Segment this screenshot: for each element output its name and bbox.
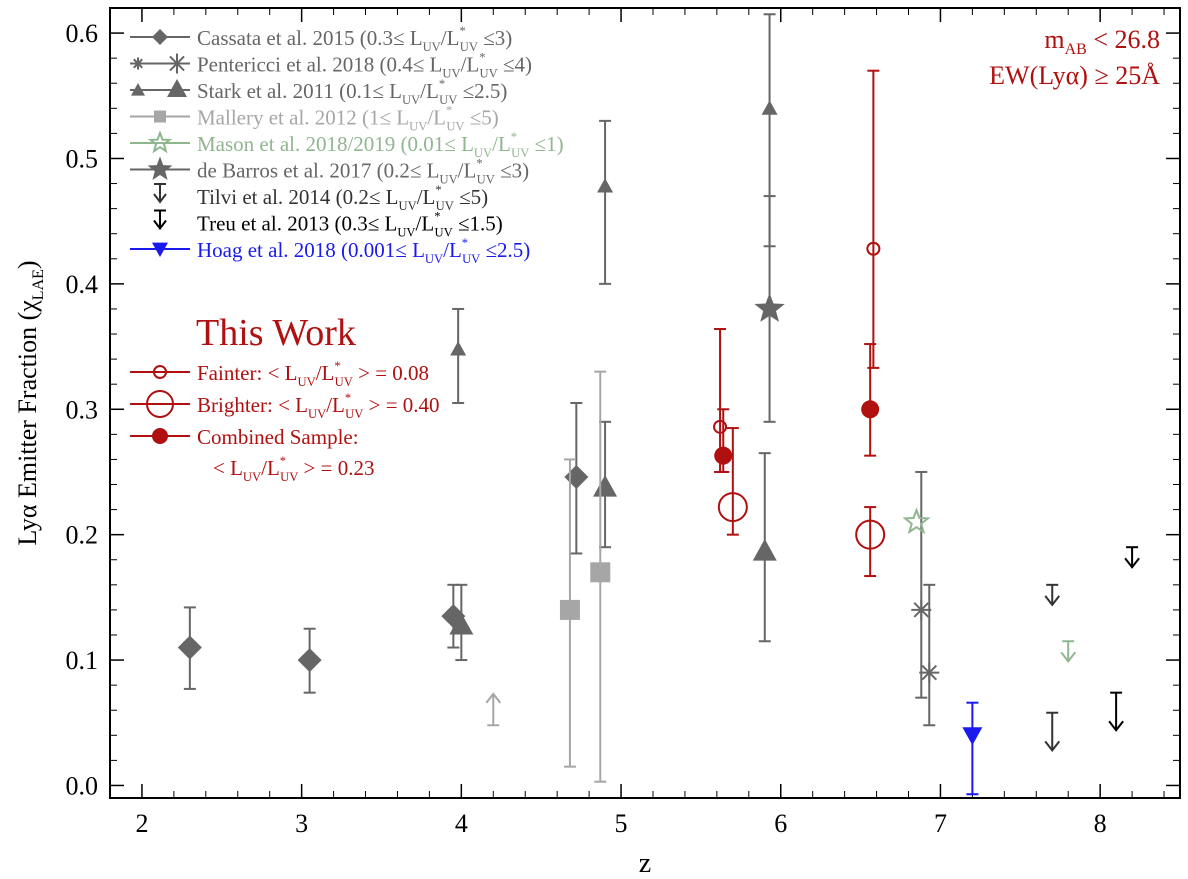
data-point xyxy=(866,241,881,256)
legend-label: Pentericci et al. 2018 (0.4≤ LUV/L* UV ≤4… xyxy=(197,51,532,81)
y-tick-label: 0.2 xyxy=(66,521,99,550)
legend-label: Mallery et al. 2012 (1≤ LUV/L* UV ≤5) xyxy=(197,104,499,134)
legend-entry-mason: Mason et al. 2018/2019 (0.01≤ LUV/L* UV ≤… xyxy=(130,130,564,160)
limit-arrow xyxy=(1108,691,1124,732)
legend-entry-combined: Combined Sample: xyxy=(130,425,359,449)
data-point xyxy=(559,599,580,620)
legend-entry-cassata: Cassata et al. 2015 (0.3≤ LUV/L* UV ≤3) xyxy=(130,24,512,54)
data-point xyxy=(717,492,748,523)
y-tick-label: 0.6 xyxy=(66,19,99,48)
legend-entry-mallery: Mallery et al. 2012 (1≤ LUV/L* UV ≤5) xyxy=(130,104,499,134)
data-point xyxy=(761,100,778,115)
data-point xyxy=(754,293,785,322)
this-work-title: This Work xyxy=(196,312,356,354)
axis-ticks: 2 3 4 5 6 7 8 0.0 0.1 0.2 0.3 0.4 0.5 0.6 xyxy=(66,8,1180,838)
legend-marker xyxy=(131,83,145,96)
legend-label: Stark et al. 2011 (0.1≤ LUV/L* UV ≤2.5) xyxy=(197,77,507,107)
legend-combined-second-line: < LUV/L* UV > = 0.23 xyxy=(213,454,374,484)
data-point xyxy=(590,562,611,583)
limit-arrow xyxy=(1060,640,1076,663)
data-point xyxy=(714,446,733,465)
x-tick-label: 2 xyxy=(135,809,148,838)
legend-marker xyxy=(152,29,168,45)
legend-marker xyxy=(147,156,173,180)
legend-label: Combined Sample: xyxy=(197,425,359,449)
data-point xyxy=(861,400,880,419)
data-point xyxy=(919,662,940,683)
data-point xyxy=(855,519,886,550)
y-tick-label: 0.3 xyxy=(66,395,99,424)
legend-label: Tilvi et al. 2014 (0.2≤ LUV/L* UV ≤5) xyxy=(197,183,488,213)
legend-marker xyxy=(153,365,167,379)
limit-arrow xyxy=(1044,583,1061,607)
y-axis-label: Lyα Emitter Fraction (χLAE) xyxy=(13,260,47,545)
x-tick-label: 3 xyxy=(295,809,308,838)
legend-label: de Barros et al. 2017 (0.2≤ LUV/L* UV ≤3) xyxy=(197,157,529,187)
x-tick-label: 4 xyxy=(455,809,468,838)
legend-marker xyxy=(154,110,166,123)
legend-entry-brighter: Brighter: < LUV/L* UV > = 0.40 xyxy=(130,390,440,421)
legend-marker xyxy=(147,130,173,154)
data-point xyxy=(911,599,932,620)
data-point xyxy=(450,341,467,356)
legend-entry-treu: Treu et al. 2013 (0.3≤ LUV/L* UV ≤1.5) xyxy=(153,209,503,240)
data-point xyxy=(449,612,474,635)
plot-frame xyxy=(109,7,1181,799)
data-point xyxy=(564,464,589,489)
y-tick-label: 0.1 xyxy=(66,646,99,675)
legend-label: < LUV/L* UV > = 0.23 xyxy=(213,454,374,484)
annotation-ew-limit: EW(Lyα) ≥ 25Å xyxy=(989,61,1160,90)
y-tick-label: 0.5 xyxy=(66,144,99,173)
data-marks xyxy=(177,13,1140,796)
annotation-mag-limit: mAB < 26.8 xyxy=(1044,25,1160,58)
x-tick-label: 8 xyxy=(1094,809,1107,838)
legend-label: Mason et al. 2018/2019 (0.01≤ LUV/L* UV ≤… xyxy=(197,130,564,160)
legend-label: Treu et al. 2013 (0.3≤ LUV/L* UV ≤1.5) xyxy=(197,210,503,240)
legend-label: Hoag et al. 2018 (0.001≤ LUV/L* UV ≤2.5) xyxy=(197,236,530,266)
data-point xyxy=(962,727,983,746)
data-point xyxy=(752,538,777,561)
data-point xyxy=(177,635,202,660)
legend-marker xyxy=(167,53,187,74)
legend-marker xyxy=(167,79,187,97)
limit-arrow xyxy=(1124,546,1140,569)
legend-entry-pentericci: Pentericci et al. 2018 (0.4≤ LUV/L* UV ≤4… xyxy=(130,51,532,81)
x-tick-label: 7 xyxy=(934,809,947,838)
data-point xyxy=(902,507,931,535)
legend: Cassata et al. 2015 (0.3≤ LUV/L* UV ≤3)Pe… xyxy=(130,24,564,484)
x-tick-label: 5 xyxy=(615,809,628,838)
y-tick-label: 0.0 xyxy=(66,771,99,800)
legend-entry-fainter: Fainter: < LUV/L* UV > = 0.08 xyxy=(130,359,429,389)
legend-marker xyxy=(152,242,168,257)
legend-entry-tilvi: Tilvi et al. 2014 (0.2≤ LUV/L* UV ≤5) xyxy=(153,183,488,213)
legend-entry-debarros: de Barros et al. 2017 (0.2≤ LUV/L* UV ≤3) xyxy=(130,156,529,187)
x-axis-label: z xyxy=(639,848,651,879)
legend-marker xyxy=(146,390,174,418)
data-point xyxy=(713,419,728,434)
legend-entry-hoag: Hoag et al. 2018 (0.001≤ LUV/L* UV ≤2.5) xyxy=(130,236,530,266)
legend-limit-head xyxy=(153,219,167,231)
legend-label: Brighter: < LUV/L* UV > = 0.40 xyxy=(197,391,440,421)
data-point xyxy=(297,648,322,673)
data-point xyxy=(597,178,614,193)
legend-marker xyxy=(132,57,144,70)
legend-label: Fainter: < LUV/L* UV > = 0.08 xyxy=(197,359,429,389)
limit-arrow xyxy=(1044,711,1061,752)
legend-label: Cassata et al. 2015 (0.3≤ LUV/L* UV ≤3) xyxy=(197,24,512,54)
legend-limit-head xyxy=(153,193,167,204)
legend-entry-stark: Stark et al. 2011 (0.1≤ LUV/L* UV ≤2.5) xyxy=(130,77,507,107)
x-tick-label: 6 xyxy=(774,809,787,838)
limit-arrow xyxy=(485,692,502,727)
data-point xyxy=(593,475,618,497)
legend-marker xyxy=(152,428,168,444)
y-tick-label: 0.4 xyxy=(66,270,99,299)
